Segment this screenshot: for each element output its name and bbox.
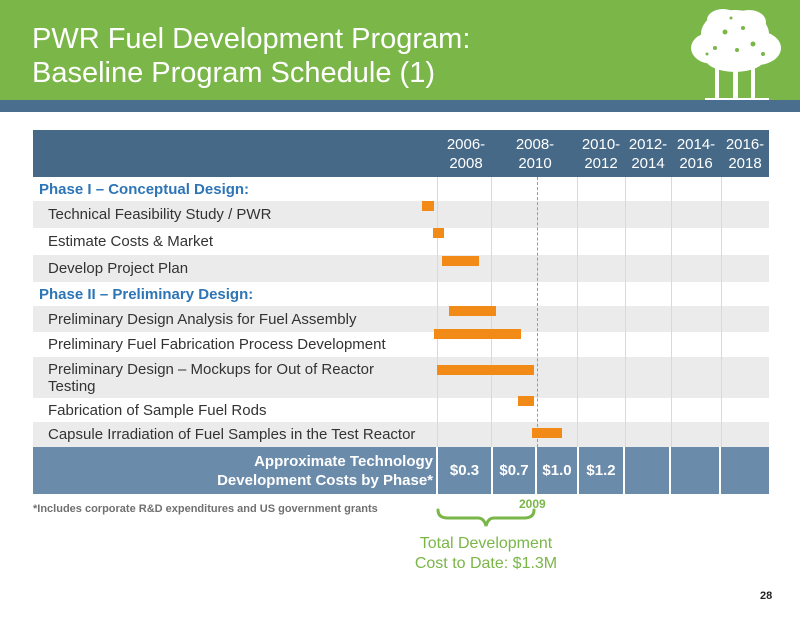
year-bottom: 2008 — [449, 154, 483, 172]
phase-2-heading: Phase II – Preliminary Design: — [33, 282, 769, 306]
task-row: Technical Feasibility Study / PWR — [33, 201, 769, 228]
cost-separator — [577, 447, 579, 494]
total-cost-callout: Total Development Cost to Date: $1.3M — [410, 534, 562, 574]
year-top: 2016- — [725, 135, 765, 153]
year-col-2016: 2016- 2018 — [721, 130, 769, 177]
task-row: Preliminary Fuel Fabrication Process Dev… — [33, 332, 769, 357]
cost-value: $1.2 — [586, 462, 616, 479]
footnote: *Includes corporate R&D expenditures and… — [33, 503, 378, 515]
task-row: Preliminary Design Analysis for Fuel Ass… — [33, 306, 769, 332]
year-col-2012: 2012- 2014 — [625, 130, 671, 177]
year-col-2008: 2008- 2010 — [493, 130, 577, 177]
gantt-bar — [437, 365, 534, 375]
gantt-bar — [449, 306, 496, 316]
year-top: 2008- — [515, 135, 555, 153]
grid-line — [625, 177, 626, 447]
cost-value: $1.0 — [542, 462, 572, 479]
year-bottom: 2014 — [631, 154, 665, 172]
marker-year-label: 2009 — [519, 497, 546, 511]
year-col-2006: 2006- 2008 — [441, 130, 491, 177]
gantt-bar — [422, 201, 434, 211]
cost-value: $0.7 — [499, 462, 529, 479]
phase-1-heading: Phase I – Conceptual Design: — [33, 177, 769, 201]
curly-brace-icon — [436, 508, 536, 527]
total-line-2: Cost to Date: $1.3M — [414, 555, 558, 572]
task-label: Develop Project Plan — [48, 260, 189, 277]
task-label: Fabrication of Sample Fuel Rods — [48, 401, 267, 419]
year-top: 2010- — [581, 135, 621, 153]
task-label: Technical Feasibility Study / PWR — [48, 206, 272, 223]
year-top: 2006- — [446, 135, 486, 153]
year-bottom: 2016 — [679, 154, 713, 172]
title-banner: PWR Fuel Development Program: Baseline P… — [0, 0, 800, 100]
year-col-2014: 2014- 2016 — [671, 130, 721, 177]
total-line-1: Total Development — [419, 535, 553, 552]
cost-separator — [719, 447, 721, 494]
task-row: Capsule Irradiation of Fuel Samples in t… — [33, 422, 769, 447]
grid-line — [437, 177, 438, 447]
grid-line — [721, 177, 722, 447]
task-label: Preliminary Design – Mockups for Out of … — [48, 360, 374, 395]
task-row: Estimate Costs & Market — [33, 228, 769, 255]
phase-label: Phase II – Preliminary Design: — [39, 285, 254, 303]
task-row: Develop Project Plan — [33, 255, 769, 282]
cost-separator — [535, 447, 537, 494]
task-row: Preliminary Design – Mockups for Out of … — [33, 357, 769, 398]
grid-line — [577, 177, 578, 447]
tree-logo-icon — [691, 9, 781, 100]
cost-label: Approximate Technology Development Costs… — [33, 447, 433, 494]
title-line-2: Baseline Program Schedule (1) — [32, 57, 435, 89]
schedule-header-row: 2006- 2008 2008- 2010 2010- 2012 2012- 2… — [33, 130, 769, 177]
page-number: 28 — [760, 590, 773, 602]
cost-separator — [669, 447, 671, 494]
gantt-bar — [518, 396, 534, 406]
year-top: 2014- — [676, 135, 716, 153]
current-date-marker — [537, 177, 538, 447]
slide-title: PWR Fuel Development Program: Baseline P… — [32, 22, 470, 90]
cost-separator — [491, 447, 493, 494]
cost-row: Approximate Technology Development Costs… — [33, 447, 769, 494]
year-bottom: 2010 — [518, 154, 552, 172]
header-stripe — [0, 100, 800, 112]
phase-label: Phase I – Conceptual Design: — [39, 180, 250, 198]
cost-label-line-2: Development Costs by Phase* — [217, 471, 433, 489]
task-row: Fabrication of Sample Fuel Rods — [33, 398, 769, 422]
gantt-bar — [433, 228, 444, 238]
year-col-2010: 2010- 2012 — [577, 130, 625, 177]
year-bottom: 2012 — [584, 154, 618, 172]
cost-label-line-1: Approximate Technology — [254, 452, 433, 470]
task-label: Preliminary Design Analysis for Fuel Ass… — [48, 310, 357, 328]
gantt-bar — [442, 256, 479, 266]
task-label: Preliminary Fuel Fabrication Process Dev… — [48, 336, 386, 353]
cost-separator — [436, 447, 438, 494]
cost-separator — [623, 447, 625, 494]
cost-value: $0.3 — [449, 462, 480, 479]
year-bottom: 2018 — [728, 154, 762, 172]
year-top: 2012- — [628, 135, 668, 153]
task-label: Capsule Irradiation of Fuel Samples in t… — [48, 426, 416, 443]
gantt-bar — [532, 428, 562, 438]
title-line-1: PWR Fuel Development Program: — [32, 23, 471, 55]
grid-line — [671, 177, 672, 447]
gantt-bar — [434, 329, 521, 339]
task-label: Estimate Costs & Market — [48, 233, 214, 250]
